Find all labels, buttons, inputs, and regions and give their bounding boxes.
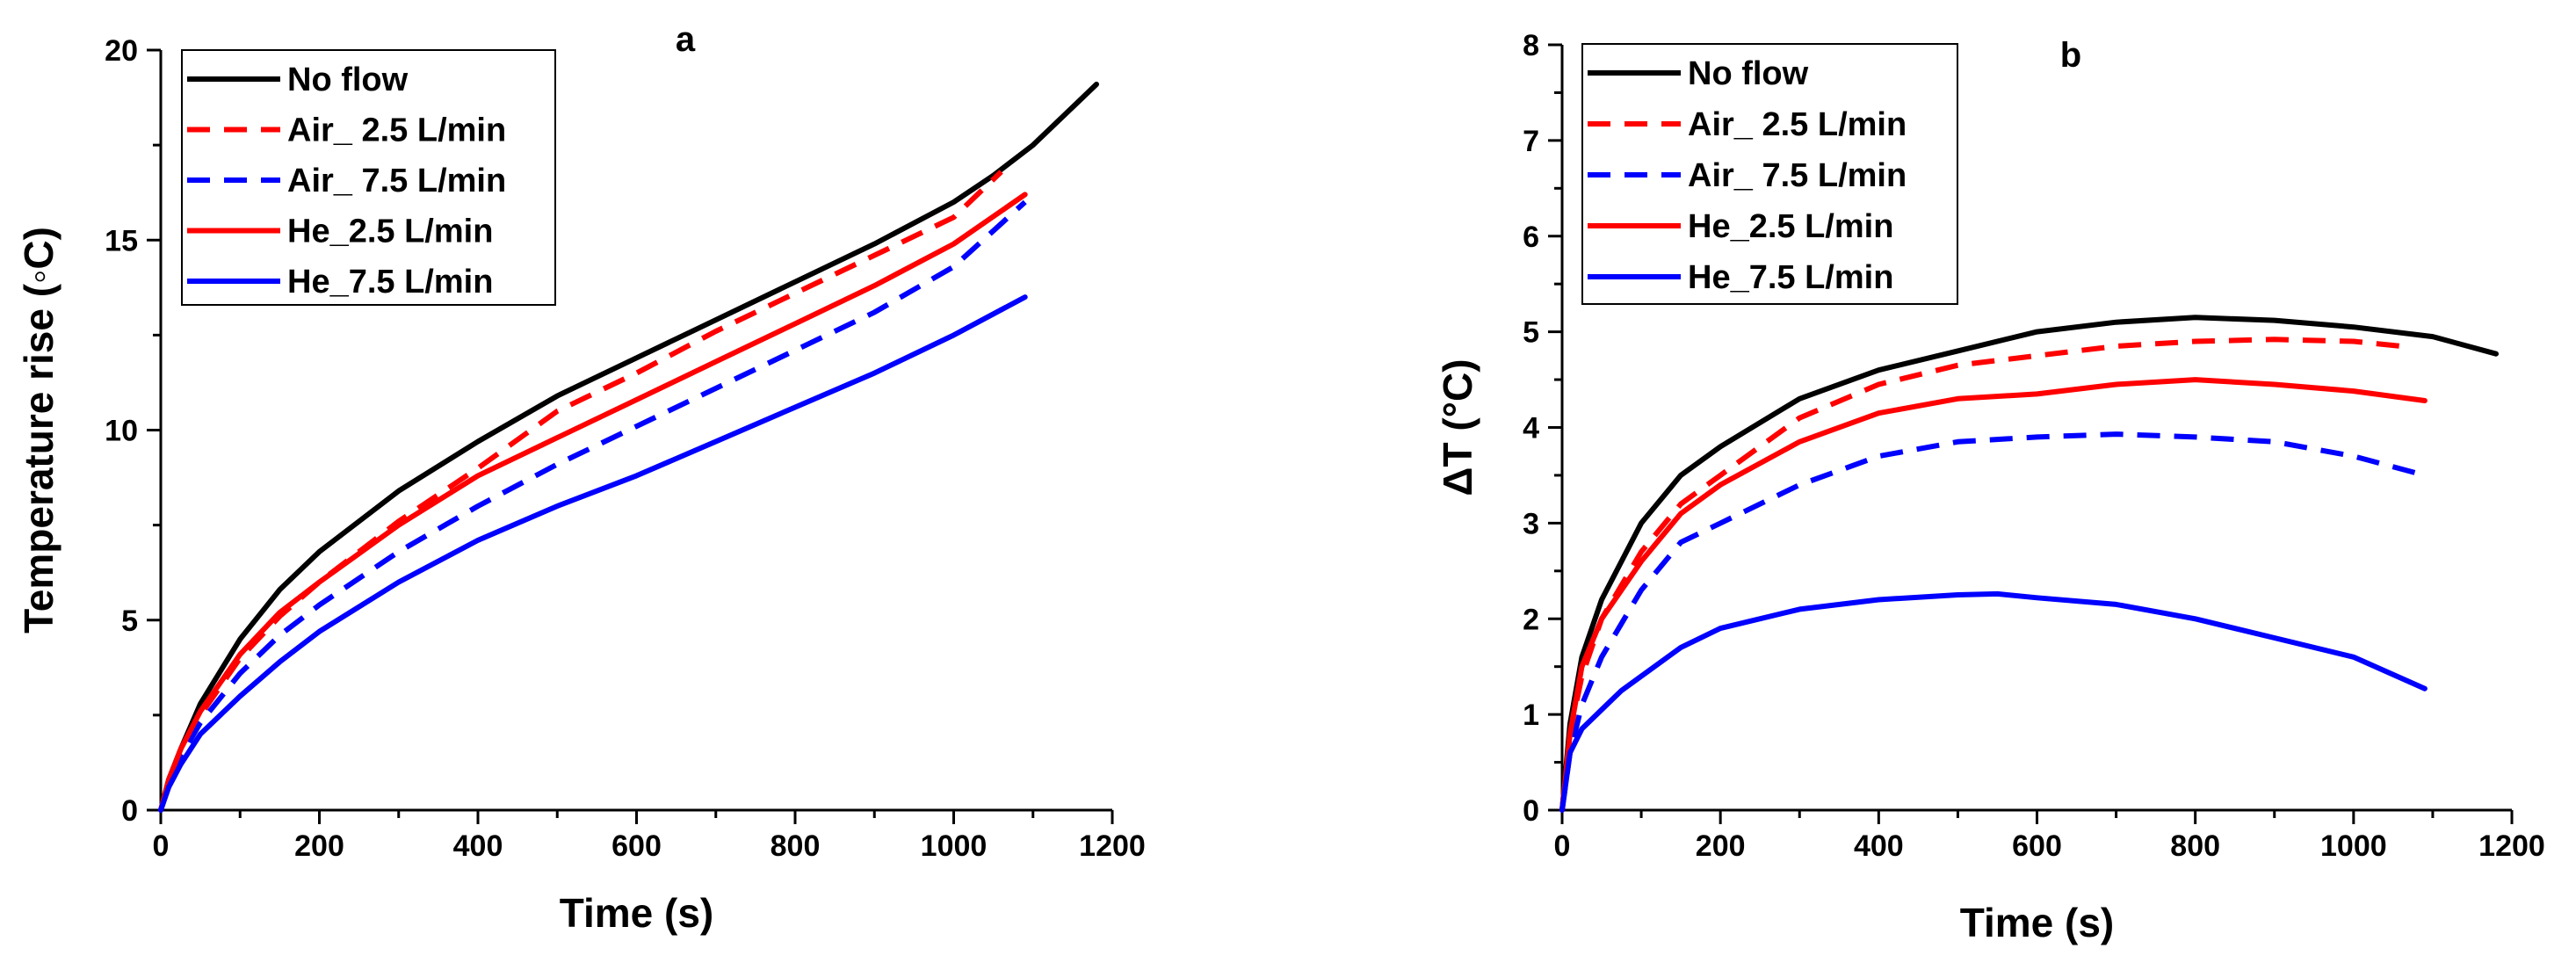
series-line-1: [158, 81, 1099, 813]
y-tick-label: 2: [1523, 603, 1539, 636]
y-tick-label: 15: [105, 224, 138, 257]
y-tick-label: 5: [121, 605, 138, 638]
x-axis-title: Time (s): [1960, 900, 2115, 945]
series-line-3: [1559, 431, 2426, 811]
legend: No flow Air_ 2.5 L/min Air_ 7.5 L/min He_2.…: [181, 49, 556, 306]
x-tick-label: 1200: [2478, 829, 2545, 863]
x-tick-label: 600: [2012, 829, 2062, 863]
x-tick-label: 1000: [921, 829, 988, 863]
x-tick-label: 800: [2170, 829, 2220, 863]
x-tick-label: 1000: [2320, 829, 2387, 863]
legend-label: Air_ 2.5 L/min: [1688, 106, 1907, 143]
legend-label: He_2.5 L/min: [287, 214, 493, 250]
series-line-4: [1559, 377, 2428, 813]
legend-label: No flow: [1688, 55, 1809, 92]
y-tick-label: 10: [105, 415, 138, 448]
panel-letter: a: [676, 20, 696, 59]
legend-label: Air_ 7.5 L/min: [1688, 157, 1907, 194]
legend-label: He_7.5 L/min: [287, 264, 493, 300]
x-tick-label: 0: [153, 829, 170, 863]
y-tick-label: 4: [1523, 412, 1539, 445]
x-tick-label: 400: [453, 829, 503, 863]
x-tick-label: 400: [1854, 829, 1904, 863]
y-tick-label: 6: [1523, 221, 1539, 254]
legend: No flow Air_ 2.5 L/min Air_ 7.5 L/min He_2.…: [1581, 43, 1958, 305]
legend-label: Air_ 7.5 L/min: [287, 163, 506, 199]
series-line-4: [158, 192, 1028, 813]
y-tick-label: 1: [1523, 699, 1539, 732]
y-tick-label: 20: [105, 34, 138, 68]
legend-label: Air_ 2.5 L/min: [287, 112, 506, 149]
series-line-2: [1559, 337, 2402, 811]
x-tick-label: 600: [611, 829, 662, 863]
y-tick-label: 7: [1523, 125, 1539, 158]
chart-panel-a: 0 200 400 600 800 1000 1200 0 5 10 15 20 Time (s) Tem…: [16, 20, 1146, 936]
x-tick-label: 800: [771, 829, 821, 863]
x-tick-label: 200: [294, 829, 344, 863]
y-tick-label: 5: [1523, 316, 1539, 350]
series-line-5: [158, 294, 1028, 813]
x-tick-label: 1200: [1079, 829, 1146, 863]
panel-letter: b: [2060, 36, 2081, 75]
y-axis-title: ΔT (°C): [1435, 358, 1480, 496]
chart-panel-b: 0 200 400 600 800 1000 1200 0 1 2 3 4 5 6 7 8 Time (s) ΔT…: [1435, 29, 2545, 945]
legend-label: He_7.5 L/min: [1688, 259, 1893, 296]
legend-label: No flow: [287, 62, 409, 98]
x-axis-title: Time (s): [560, 890, 714, 936]
series-line-3: [158, 199, 1027, 811]
x-tick-label: 200: [1696, 829, 1746, 863]
x-tick-label: 0: [1554, 829, 1571, 863]
y-tick-label: 0: [121, 794, 138, 828]
y-tick-label: 8: [1523, 29, 1539, 62]
y-axis-title: Temperature rise (◦C): [16, 227, 62, 634]
series-line-5: [1559, 590, 2428, 813]
y-tick-label: 3: [1523, 507, 1539, 540]
legend-label: He_2.5 L/min: [1688, 208, 1893, 245]
series-line-1: [1559, 315, 2499, 813]
y-tick-label: 0: [1523, 794, 1539, 828]
